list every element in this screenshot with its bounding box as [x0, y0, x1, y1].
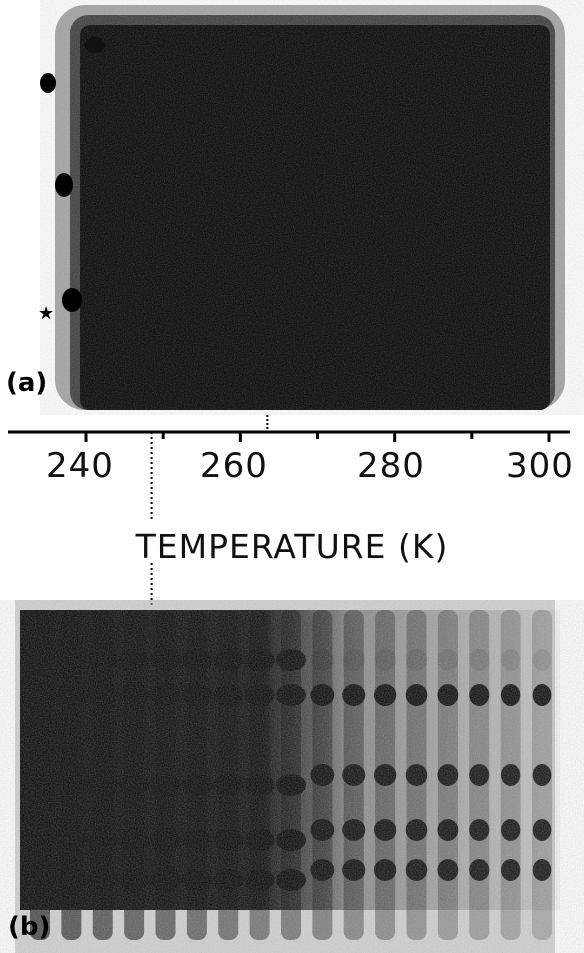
panel-b-label: (b): [8, 912, 51, 942]
tick-label-280: 280: [357, 446, 425, 486]
tick-label-300: 300: [506, 446, 574, 486]
star-marker: ★: [38, 303, 55, 324]
panel-a-label: (a): [6, 368, 48, 398]
band-spot: [85, 37, 105, 53]
gel-image-b: [0, 600, 584, 953]
band-spot: [55, 173, 73, 197]
band-spot: [40, 73, 56, 93]
temperature-axis: [8, 415, 570, 605]
band-spot: [62, 288, 82, 312]
gel-image-a: [40, 0, 584, 415]
axis-title: TEMPERATURE (K): [135, 527, 449, 566]
tick-label-260: 260: [200, 446, 268, 486]
tick-label-240: 240: [46, 446, 114, 486]
